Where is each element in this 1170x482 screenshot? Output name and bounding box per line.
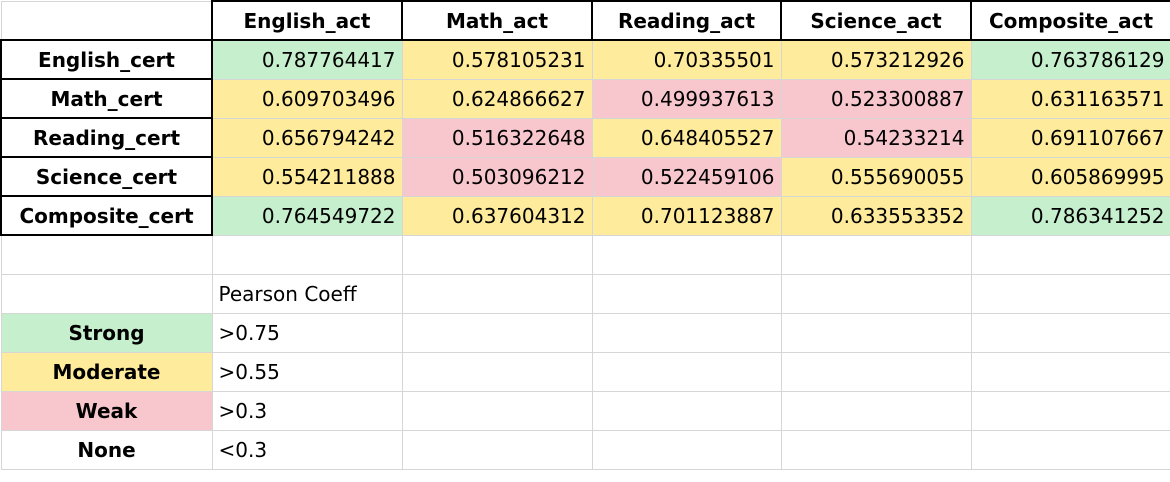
legend-label-weak[interactable]: Weak (0, 390, 213, 431)
empty-cell[interactable] (970, 429, 1170, 470)
value-cell[interactable]: 0.624866627 (401, 78, 593, 119)
value-cell[interactable]: 0.633553352 (780, 195, 972, 236)
table-row: Reading_cert 0.656794242 0.516322648 0.6… (0, 117, 1170, 158)
value-cell[interactable]: 0.701123887 (591, 195, 782, 236)
legend-row: Moderate >0.55 (0, 351, 1170, 392)
empty-cell[interactable] (970, 312, 1170, 353)
legend-threshold-weak[interactable]: >0.3 (211, 390, 403, 431)
value-cell[interactable]: 0.786341252 (970, 195, 1170, 236)
value-cell[interactable]: 0.631163571 (970, 78, 1170, 119)
legend-threshold-none[interactable]: <0.3 (211, 429, 403, 470)
value-cell[interactable]: 0.605869995 (970, 156, 1170, 197)
column-header-english-act[interactable]: English_act (211, 0, 403, 41)
correlation-sheet: English_act Math_act Reading_act Science… (0, 0, 1170, 470)
legend-label-none[interactable]: None (0, 429, 213, 470)
value-cell[interactable]: 0.764549722 (211, 195, 403, 236)
legend-header[interactable]: Pearson Coeff (211, 273, 403, 314)
value-cell[interactable]: 0.54233214 (780, 117, 972, 158)
value-cell[interactable]: 0.787764417 (211, 39, 403, 80)
empty-cell[interactable] (780, 234, 972, 275)
value-cell[interactable]: 0.499937613 (591, 78, 782, 119)
row-header-science-cert[interactable]: Science_cert (0, 156, 213, 197)
empty-cell[interactable] (780, 273, 972, 314)
empty-cell[interactable] (401, 234, 593, 275)
value-cell[interactable]: 0.523300887 (780, 78, 972, 119)
table-row: Math_cert 0.609703496 0.624866627 0.4999… (0, 78, 1170, 119)
empty-cell[interactable] (970, 390, 1170, 431)
legend-row: Strong >0.75 (0, 312, 1170, 353)
empty-cell[interactable] (401, 351, 593, 392)
empty-cell[interactable] (780, 390, 972, 431)
empty-row (0, 234, 1170, 275)
legend-row: None <0.3 (0, 429, 1170, 470)
empty-cell[interactable] (401, 273, 593, 314)
value-cell[interactable]: 0.578105231 (401, 39, 593, 80)
empty-cell[interactable] (591, 351, 782, 392)
column-header-science-act[interactable]: Science_act (780, 0, 972, 41)
column-header-math-act[interactable]: Math_act (401, 0, 593, 41)
value-cell[interactable]: 0.691107667 (970, 117, 1170, 158)
row-header-reading-cert[interactable]: Reading_cert (0, 117, 213, 158)
value-cell[interactable]: 0.648405527 (591, 117, 782, 158)
legend-label-strong[interactable]: Strong (0, 312, 213, 353)
empty-cell[interactable] (0, 234, 213, 275)
value-cell[interactable]: 0.763786129 (970, 39, 1170, 80)
empty-cell[interactable] (970, 234, 1170, 275)
table-row: English_cert 0.787764417 0.578105231 0.7… (0, 39, 1170, 80)
empty-cell[interactable] (591, 312, 782, 353)
empty-cell[interactable] (401, 429, 593, 470)
empty-cell[interactable] (591, 234, 782, 275)
value-cell[interactable]: 0.522459106 (591, 156, 782, 197)
value-cell[interactable]: 0.70335501 (591, 39, 782, 80)
legend-header-row: Pearson Coeff (0, 273, 1170, 314)
value-cell[interactable]: 0.656794242 (211, 117, 403, 158)
empty-cell[interactable] (780, 312, 972, 353)
legend-label-moderate[interactable]: Moderate (0, 351, 213, 392)
legend-row: Weak >0.3 (0, 390, 1170, 431)
legend-threshold-moderate[interactable]: >0.55 (211, 351, 403, 392)
value-cell[interactable]: 0.503096212 (401, 156, 593, 197)
empty-cell[interactable] (401, 312, 593, 353)
value-cell[interactable]: 0.573212926 (780, 39, 972, 80)
column-header-composite-act[interactable]: Composite_act (970, 0, 1170, 41)
column-header-reading-act[interactable]: Reading_act (591, 0, 782, 41)
header-row: English_act Math_act Reading_act Science… (0, 0, 1170, 41)
empty-cell[interactable] (780, 429, 972, 470)
empty-cell[interactable] (591, 390, 782, 431)
empty-cell[interactable] (780, 351, 972, 392)
empty-cell[interactable] (591, 273, 782, 314)
table-row: Science_cert 0.554211888 0.503096212 0.5… (0, 156, 1170, 197)
empty-cell[interactable] (970, 351, 1170, 392)
value-cell[interactable]: 0.637604312 (401, 195, 593, 236)
empty-cell[interactable] (591, 429, 782, 470)
table-row: Composite_cert 0.764549722 0.637604312 0… (0, 195, 1170, 236)
value-cell[interactable]: 0.609703496 (211, 78, 403, 119)
value-cell[interactable]: 0.555690055 (780, 156, 972, 197)
row-header-math-cert[interactable]: Math_cert (0, 78, 213, 119)
empty-cell[interactable] (401, 390, 593, 431)
value-cell[interactable]: 0.516322648 (401, 117, 593, 158)
corner-cell[interactable] (0, 0, 213, 41)
row-header-english-cert[interactable]: English_cert (0, 39, 213, 80)
legend-threshold-strong[interactable]: >0.75 (211, 312, 403, 353)
value-cell[interactable]: 0.554211888 (211, 156, 403, 197)
empty-cell[interactable] (970, 273, 1170, 314)
empty-cell[interactable] (0, 273, 213, 314)
empty-cell[interactable] (211, 234, 403, 275)
row-header-composite-cert[interactable]: Composite_cert (0, 195, 213, 236)
